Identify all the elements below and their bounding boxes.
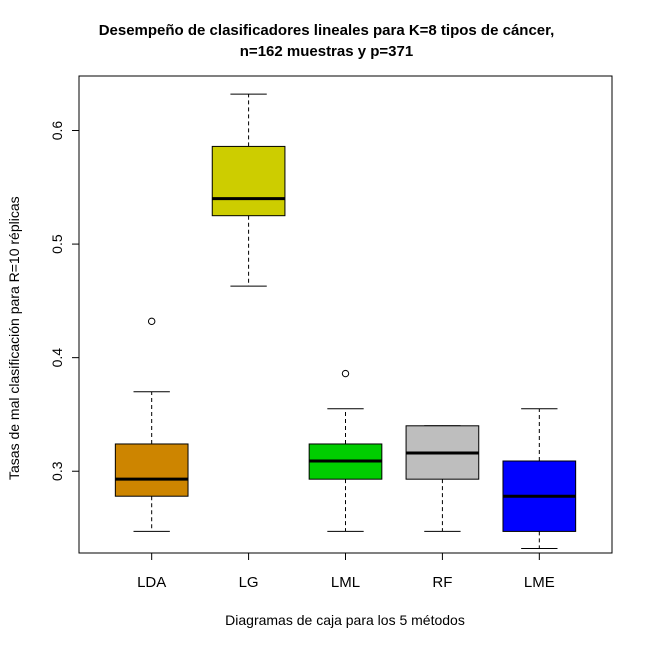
y-axis-label: Tasas de mal clasificación para R=10 rép…: [6, 196, 22, 480]
x-tick-label-LG: LG: [239, 574, 259, 591]
x-axis: LDA LG LML RF LME: [137, 552, 555, 591]
y-axis: 0.3 0.4 0.5 0.6: [49, 121, 80, 481]
box-body-LG: [211, 145, 286, 217]
x-tick-label-LML: LML: [331, 574, 360, 591]
box-RF: [405, 425, 480, 532]
y-tick-label-0.3: 0.3: [49, 461, 65, 481]
x-tick-label-LME: LME: [524, 574, 555, 591]
outlier-LDA-0: [147, 317, 156, 326]
box-LML: [308, 369, 383, 532]
chart-title-line-1: Desempeño de clasificadores lineales par…: [98, 22, 555, 39]
box-body-LDA: [114, 443, 189, 497]
y-tick-label-0.5: 0.5: [49, 234, 65, 254]
y-tick-label-0.4: 0.4: [49, 348, 65, 368]
x-tick-label-RF: RF: [432, 574, 452, 591]
y-tick-label-0.6: 0.6: [49, 121, 65, 141]
box-LG: [211, 93, 286, 287]
x-axis-label: Diagramas de caja para los 5 métodos: [225, 612, 465, 628]
boxes-group: [114, 93, 577, 549]
chart-title-line-2: n=162 muestras y p=371: [239, 43, 414, 60]
box-LME: [502, 408, 577, 549]
box-LDA: [114, 317, 189, 532]
x-tick-label-LDA: LDA: [137, 574, 166, 591]
outlier-LML-0: [341, 369, 350, 378]
